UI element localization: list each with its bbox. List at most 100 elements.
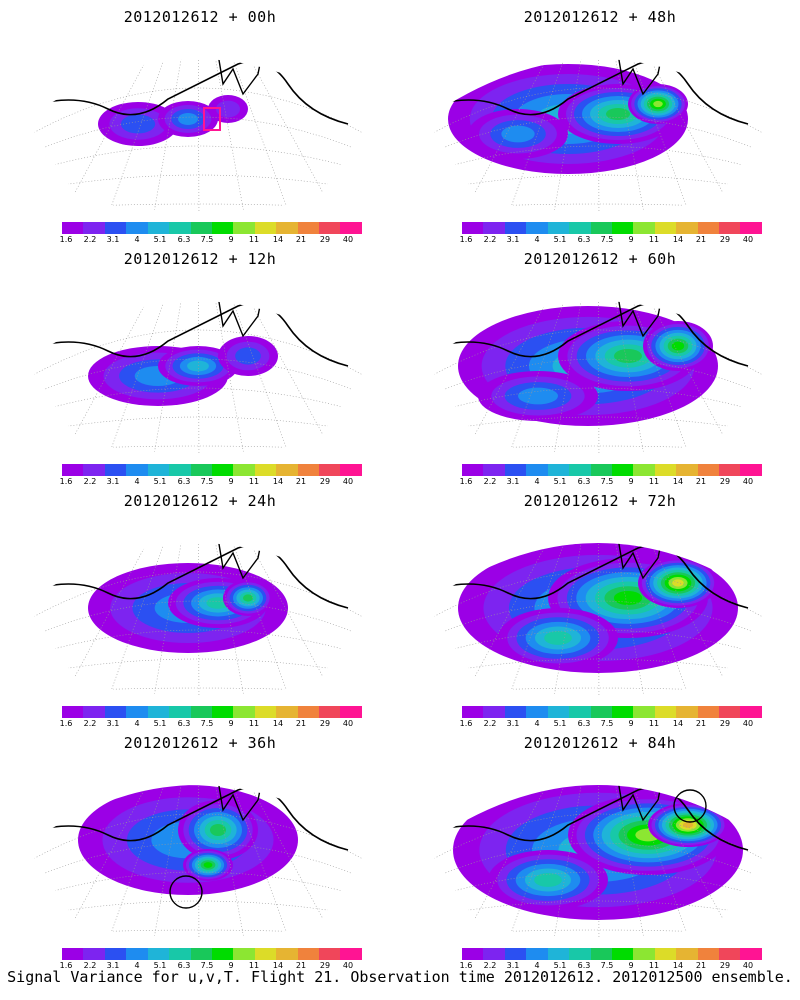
colorbar-swatch xyxy=(83,706,105,718)
colorbar xyxy=(462,706,762,718)
colorbar-tick-label: 6.3 xyxy=(577,719,591,728)
panel-title: 2012012612 + 60h xyxy=(523,250,677,268)
colorbar-swatch xyxy=(719,464,741,476)
colorbar-swatch xyxy=(483,948,505,960)
colorbar-swatch xyxy=(104,706,127,718)
colorbar-tick-label: 5.1 xyxy=(153,235,167,244)
colorbar-swatch xyxy=(483,222,505,234)
colorbar-swatch xyxy=(611,706,634,718)
colorbar-tick-label: 1.6 xyxy=(59,477,73,486)
colorbar-tick-label: 3.1 xyxy=(506,719,520,728)
colorbar-swatch xyxy=(211,222,234,234)
colorbar-swatch xyxy=(697,948,720,960)
colorbar-tick-label: 7.5 xyxy=(200,477,214,486)
colorbar-ticks: 1.6 2.2 3.1 4 5.1 6.3 7.5 9 11 14 21 29 40 xyxy=(60,235,362,245)
colorbar-tick-label: 5.1 xyxy=(553,961,567,970)
colorbar-tick-label: 40 xyxy=(742,719,754,728)
figure-caption: Signal Variance for u,v,T. Flight 21. Ob… xyxy=(7,968,793,986)
colorbar-swatch xyxy=(654,464,677,476)
colorbar-swatch xyxy=(319,464,341,476)
colorbar-swatch xyxy=(83,948,105,960)
colorbar-tick-label: 4 xyxy=(534,235,540,244)
colorbar-swatch xyxy=(697,222,720,234)
colorbar-tick-label: 6.3 xyxy=(177,719,191,728)
colorbar-tick-label: 7.5 xyxy=(200,235,214,244)
colorbar-tick-label: 7.5 xyxy=(600,235,614,244)
colorbar-tick-label: 21 xyxy=(295,719,307,728)
colorbar-tick-label: 9 xyxy=(228,477,234,486)
colorbar xyxy=(462,222,762,234)
colorbar-tick-label: 14 xyxy=(672,719,684,728)
variance-map xyxy=(26,543,370,696)
panel-title: 2012012612 + 12h xyxy=(123,250,277,268)
panel-title: 2012012612 + 84h xyxy=(523,734,677,752)
variance-map xyxy=(426,785,770,938)
colorbar-swatch xyxy=(611,464,634,476)
colorbar-swatch xyxy=(104,222,127,234)
colorbar xyxy=(462,948,762,960)
colorbar-tick-label: 14 xyxy=(672,477,684,486)
forecast-panel: 2012012612 + 48h 1.6 2.2 3.1 4 5.1 6.3 7.5 9 11 14… xyxy=(400,0,800,244)
colorbar-swatch xyxy=(147,706,170,718)
forecast-panel: 2012012612 + 00h 1.6 2.2 3.1 4 5.1 6.3 7.5 9 11 14… xyxy=(0,0,400,245)
colorbar-swatch xyxy=(462,464,484,476)
colorbar-swatch xyxy=(62,706,84,718)
colorbar-swatch xyxy=(654,222,677,234)
colorbar-tick-label: 29 xyxy=(719,477,731,486)
colorbar xyxy=(62,464,362,476)
colorbar-swatch xyxy=(297,948,320,960)
colorbar-tick-label: 40 xyxy=(342,235,354,244)
colorbar-tick-label: 5.1 xyxy=(553,719,567,728)
colorbar-swatch xyxy=(190,464,212,476)
colorbar-swatch xyxy=(169,948,191,960)
colorbar-tick-label: 5.1 xyxy=(553,235,567,244)
colorbar-tick-label: 11 xyxy=(248,477,260,486)
colorbar xyxy=(462,464,762,476)
colorbar-ticks: 1.6 2.2 3.1 4 5.1 6.3 7.5 9 11 14 21 29 40 xyxy=(460,719,762,729)
colorbar-swatch xyxy=(147,948,170,960)
colorbar-tick-label: 3.1 xyxy=(106,719,120,728)
colorbar-swatch xyxy=(462,222,484,234)
colorbar xyxy=(62,948,362,960)
colorbar-tick-label: 29 xyxy=(319,719,331,728)
colorbar-swatch xyxy=(126,706,148,718)
colorbar-tick-label: 1.6 xyxy=(459,477,473,486)
colorbar-tick-label: 40 xyxy=(742,961,754,970)
panel-title: 2012012612 + 00h xyxy=(123,8,277,26)
colorbar-tick-label: 21 xyxy=(295,961,307,970)
colorbar-tick-label: 11 xyxy=(648,719,660,728)
variance-map xyxy=(26,59,370,212)
colorbar-swatch xyxy=(297,706,320,718)
colorbar-swatch xyxy=(654,948,677,960)
colorbar-swatch xyxy=(254,706,277,718)
colorbar-swatch xyxy=(654,706,677,718)
colorbar-swatch xyxy=(719,222,741,234)
colorbar-swatch xyxy=(633,464,655,476)
colorbar-swatch xyxy=(590,464,612,476)
colorbar-swatch xyxy=(297,222,320,234)
colorbar-tick-label: 9 xyxy=(228,235,234,244)
colorbar-swatch xyxy=(504,222,527,234)
colorbar-tick-label: 29 xyxy=(319,235,331,244)
colorbar-tick-label: 2.2 xyxy=(83,235,97,244)
colorbar-swatch xyxy=(254,948,277,960)
colorbar-tick-label: 14 xyxy=(272,477,284,486)
colorbar-tick-label: 6.3 xyxy=(177,961,191,970)
colorbar-tick-label: 29 xyxy=(319,961,331,970)
colorbar-tick-label: 4 xyxy=(534,961,540,970)
colorbar-swatch xyxy=(233,222,255,234)
colorbar-swatch xyxy=(590,706,612,718)
colorbar-swatch xyxy=(104,464,127,476)
colorbar-swatch xyxy=(483,464,505,476)
forecast-panel: 2012012612 + 24h 1.6 2.2 3.1 4 5.1 6.3 7.5 9 11 14… xyxy=(0,484,400,728)
colorbar-swatch xyxy=(676,464,698,476)
variance-map xyxy=(426,59,770,212)
colorbar-swatch xyxy=(211,706,234,718)
colorbar-tick-label: 14 xyxy=(272,961,284,970)
colorbar-tick-label: 21 xyxy=(695,961,707,970)
colorbar-tick-label: 2.2 xyxy=(483,719,497,728)
colorbar-tick-label: 11 xyxy=(648,235,660,244)
colorbar-swatch xyxy=(504,464,527,476)
colorbar-tick-label: 29 xyxy=(719,719,731,728)
colorbar-tick-label: 7.5 xyxy=(200,961,214,970)
